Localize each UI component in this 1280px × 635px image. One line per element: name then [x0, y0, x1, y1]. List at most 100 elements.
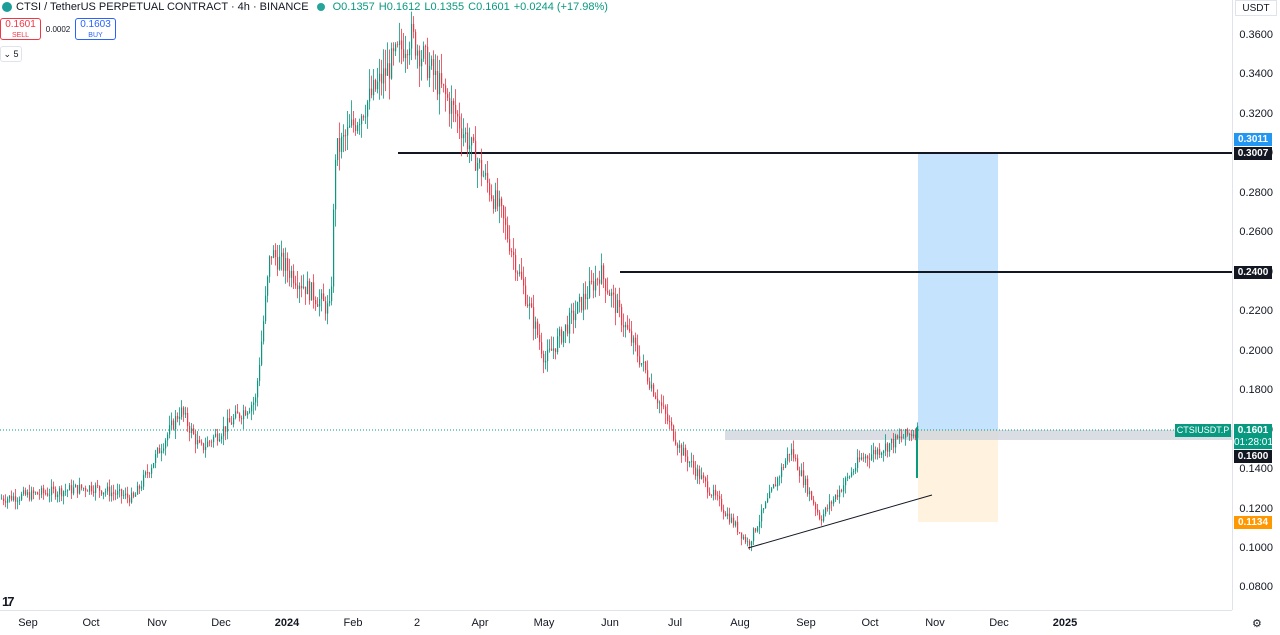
candle-body: [111, 492, 113, 497]
candle-body: [235, 411, 237, 418]
candle-body: [867, 456, 869, 459]
candle-body: [555, 348, 557, 353]
candle-body: [805, 478, 807, 486]
symbol-title[interactable]: CTSI / TetherUS PERPETUAL CONTRACT · 4h …: [16, 1, 309, 13]
time-scale[interactable]: Sep Oct Nov Dec 2024 Feb 2 Apr May Jun Jul Aug Sep Oc…: [0, 610, 1232, 635]
candle-body: [877, 449, 879, 455]
candle-body: [501, 198, 503, 206]
candle-body: [609, 292, 611, 296]
time-tick-label: Aug: [730, 617, 750, 629]
candle-body: [815, 503, 817, 510]
candle-body: [453, 100, 455, 105]
candle-body: [775, 484, 777, 487]
price-tick-label: 0.1000: [1239, 542, 1273, 554]
chart-pane[interactable]: CTSI / TetherUS PERPETUAL CONTRACT · 4h …: [0, 0, 1232, 610]
time-tick-label: Jul: [667, 617, 683, 629]
gear-icon[interactable]: ⚙: [1252, 618, 1262, 630]
candle-body: [157, 448, 159, 454]
candle-body: [329, 301, 331, 304]
candle-body: [79, 484, 81, 494]
candle-body: [59, 488, 61, 495]
target-zone[interactable]: [918, 153, 998, 430]
candle-body: [411, 23, 413, 49]
price-tick-label: 0.2200: [1239, 305, 1273, 318]
candle-body: [173, 420, 175, 430]
candle-body: [823, 513, 825, 521]
candle-body: [553, 348, 555, 351]
candle-body: [483, 175, 485, 177]
buy-button[interactable]: 0.1603 BUY: [75, 18, 116, 40]
stop-zone[interactable]: [918, 430, 998, 522]
candle-body: [183, 407, 185, 415]
candle-body: [493, 198, 495, 209]
candle-body: [587, 297, 589, 300]
candle-body: [487, 172, 489, 183]
candle-body: [101, 490, 103, 495]
candle-body: [719, 496, 721, 499]
candle-body: [311, 282, 313, 301]
candle-body: [325, 301, 327, 314]
candle-body: [515, 255, 517, 273]
candle-body: [711, 495, 713, 496]
candle-body: [653, 384, 655, 396]
candle-body: [457, 113, 459, 117]
candle-body: [791, 449, 793, 455]
candle-body: [461, 128, 463, 139]
candle-body: [53, 486, 55, 489]
candle-body: [221, 436, 223, 440]
candle-body: [117, 490, 119, 495]
candle-body: [351, 119, 353, 126]
candle-body: [915, 434, 917, 438]
candle-body: [197, 439, 199, 445]
candle-body: [831, 501, 833, 504]
candle-body: [473, 137, 475, 141]
currency-button[interactable]: USDT: [1235, 0, 1277, 16]
candle-body: [891, 439, 893, 444]
indicators-toggle-button[interactable]: ⌄ 5: [0, 46, 22, 62]
candle-body: [447, 94, 449, 98]
candle-body: [201, 442, 203, 444]
candle-body: [405, 53, 407, 59]
candle-body: [833, 499, 835, 504]
candle-body: [701, 475, 703, 479]
candle-body: [85, 488, 87, 491]
indicator-count: 5: [13, 49, 19, 59]
candle-body: [393, 48, 395, 52]
price-tick-label: 0.2000: [1239, 344, 1273, 357]
entry-band: [725, 430, 1232, 440]
candle-body: [639, 356, 641, 365]
target-line-tag: 0.3007: [1234, 147, 1272, 160]
candle-body: [297, 285, 299, 290]
candle-body: [559, 329, 561, 337]
candle-body: [109, 486, 111, 497]
trade-panel: 0.1601 SELL 0.0002 0.1603 BUY: [0, 18, 116, 40]
candle-body: [771, 488, 773, 492]
chevron-down-icon: ⌄: [3, 49, 11, 59]
candle-body: [355, 125, 357, 131]
price-chart[interactable]: [0, 0, 1232, 610]
candle-body: [345, 134, 347, 136]
candle-body: [231, 422, 233, 425]
candle-body: [469, 145, 471, 150]
buy-label: BUY: [88, 32, 103, 39]
candle-body: [153, 463, 155, 468]
candle-body: [909, 434, 911, 435]
candle-body: [509, 239, 511, 252]
candle-body: [591, 280, 593, 282]
trendline[interactable]: [747, 494, 933, 549]
candle-body: [761, 509, 763, 522]
candle-body: [471, 137, 473, 146]
candle-body: [857, 457, 859, 468]
sell-button[interactable]: 0.1601 SELL: [0, 18, 41, 40]
candle-body: [347, 127, 349, 136]
candle-body: [283, 252, 285, 271]
candle-body: [537, 321, 539, 336]
price-tick-label: 0.3400: [1239, 68, 1273, 81]
candle-body: [579, 297, 581, 303]
candle-body: [475, 140, 477, 171]
candle-body: [661, 402, 663, 406]
tradingview-logo-icon[interactable]: 17: [2, 594, 15, 609]
candle-body: [529, 303, 531, 307]
last-price-tag: 0.1601: [1234, 424, 1272, 437]
price-tick-label: 0.2800: [1239, 186, 1273, 199]
